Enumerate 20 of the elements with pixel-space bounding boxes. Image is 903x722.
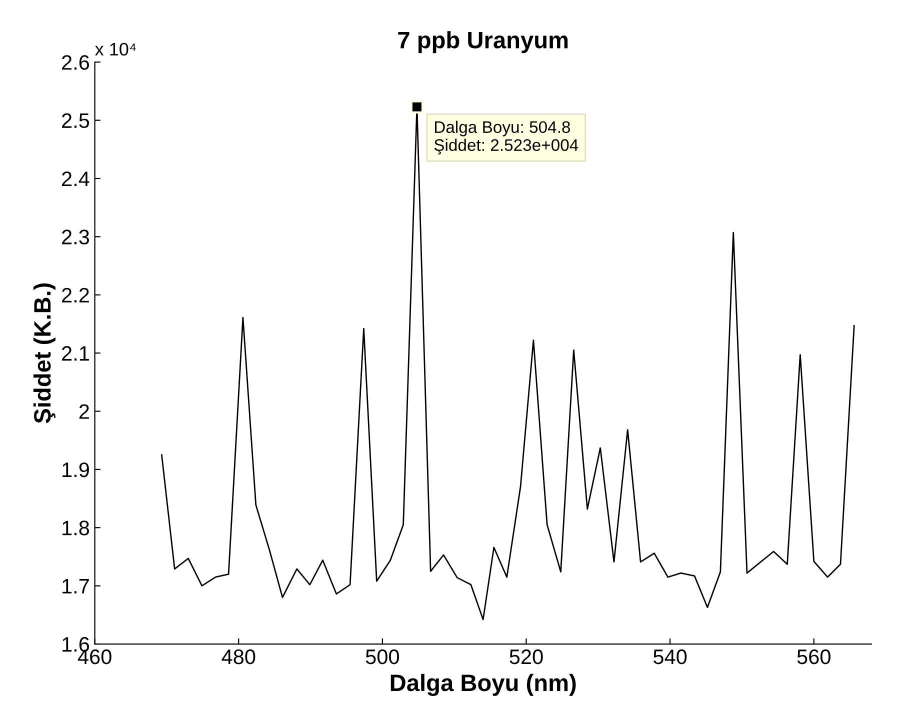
y-tick-label: 2.6 <box>62 55 90 70</box>
y-tick-label: 1.8 <box>62 520 90 536</box>
y-tick-label: 2.3 <box>62 230 90 244</box>
y-axis-title: Şiddet (K.B.) <box>33 283 56 424</box>
x-tick-label: 480 <box>222 649 256 664</box>
chart-title: 7 ppb Uranyum <box>398 31 568 54</box>
x-tick-label: 540 <box>654 649 687 664</box>
y-tick-label: 1.7 <box>62 579 89 594</box>
y-tick-label: 2.4 <box>62 171 90 186</box>
x-axis-title: Dalga Boyu (nm) <box>390 674 576 696</box>
x-tick-label: 560 <box>797 649 830 664</box>
y-tick-label: 2.1 <box>62 346 89 361</box>
annotation: Dalga Boyu: 504.8 Şiddet: 2.523e+004 <box>434 120 578 154</box>
y-tick-label: 2 <box>79 404 89 419</box>
y-tick-label: 1.9 <box>62 462 89 478</box>
x-tick-label: 500 <box>366 649 400 664</box>
y-tick-label: 2.2 <box>62 288 89 302</box>
y-tick-label: 2.5 <box>62 113 90 128</box>
x-tick-label: 520 <box>510 649 543 664</box>
text: x 10⁴ <box>95 42 136 56</box>
